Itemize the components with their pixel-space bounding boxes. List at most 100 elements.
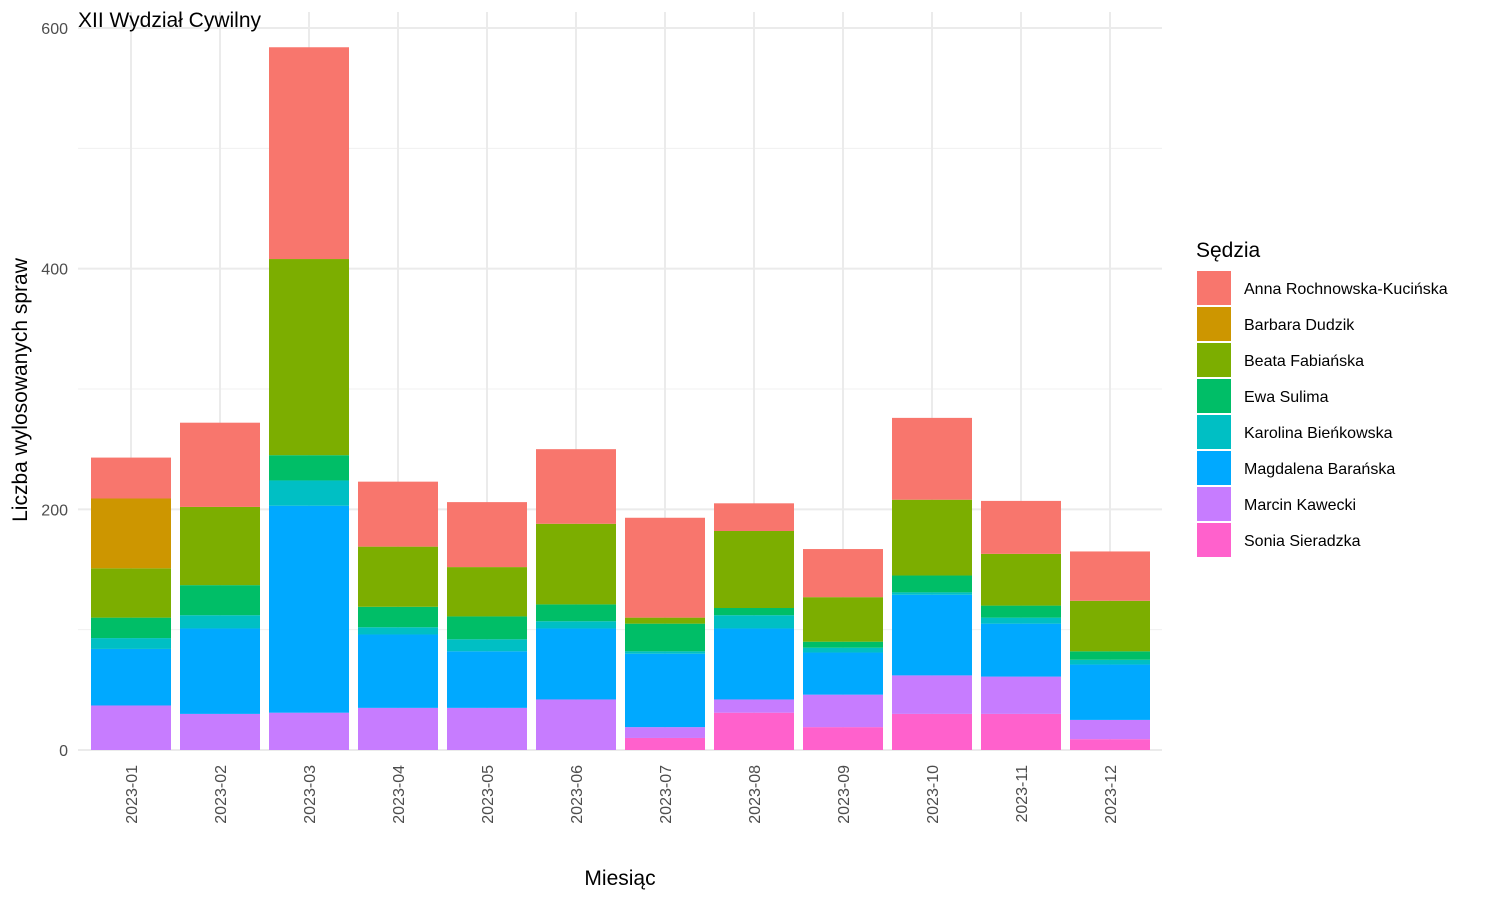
bar-segment [803, 694, 883, 728]
bar-segment [981, 617, 1061, 624]
legend-label: Marcin Kawecki [1244, 497, 1356, 514]
bar-segment [447, 639, 527, 652]
bar-segment [180, 506, 260, 586]
x-tick-label: 2023-09 [836, 765, 853, 824]
bar-segment [91, 498, 171, 569]
legend-swatch [1197, 523, 1231, 557]
bar-segment [714, 503, 794, 531]
bar-segment [803, 647, 883, 653]
y-tick-label: 600 [41, 21, 68, 38]
bar-segment [269, 505, 349, 713]
bar-segment [981, 605, 1061, 618]
x-tick-label: 2023-02 [213, 765, 230, 824]
x-tick-label: 2023-11 [1014, 765, 1031, 823]
x-tick-label: 2023-06 [569, 765, 586, 824]
bar-segment [892, 575, 972, 593]
bar-segment [981, 713, 1061, 750]
legend: Sędzia Anna Rochnowska-Kucińska Barbara D… [1196, 239, 1448, 557]
bar-segment [358, 546, 438, 607]
bar-segment [358, 481, 438, 547]
bar-segment [180, 422, 260, 507]
bar-segment [91, 568, 171, 618]
bar-segment [269, 259, 349, 456]
axis-layer: 0 200 400 600 2023-01 2023-02 2023-03 2023-04 20… [41, 21, 1120, 824]
bar-segment [981, 623, 1061, 677]
bar-segment [180, 713, 260, 750]
bar-segment [625, 727, 705, 738]
bar-segment [892, 675, 972, 714]
bar-segment [91, 638, 171, 649]
bar-segment [536, 604, 616, 622]
x-tick-label: 2023-12 [1103, 765, 1120, 824]
bar-segment [981, 553, 1061, 606]
x-tick-label: 2023-10 [925, 765, 942, 824]
legend-label: Sonia Sieradzka [1244, 533, 1361, 550]
bar-segment [358, 627, 438, 635]
legend-swatch [1197, 451, 1231, 485]
bars-layer [91, 47, 1150, 750]
bar-segment [536, 628, 616, 700]
bar-segment [447, 707, 527, 750]
legend-swatch [1197, 415, 1231, 449]
bar-segment [625, 617, 705, 624]
legend-swatch [1197, 487, 1231, 521]
y-tick-label: 400 [41, 262, 68, 279]
bar-segment [981, 500, 1061, 554]
bar-segment [447, 651, 527, 708]
bar-segment [91, 705, 171, 750]
bar-segment [714, 615, 794, 629]
bar-segment [714, 699, 794, 713]
bar-segment [892, 594, 972, 676]
bar-segment [981, 676, 1061, 714]
bar-segment [1070, 551, 1150, 601]
legend-swatch [1197, 271, 1231, 305]
bar-segment [180, 585, 260, 616]
legend-swatch [1197, 379, 1231, 413]
bar-segment [269, 47, 349, 260]
bar-segment [803, 727, 883, 750]
bar-segment [892, 417, 972, 500]
bar-segment [714, 608, 794, 616]
bar-segment [892, 713, 972, 750]
bar-segment [536, 699, 616, 750]
bar-segment [180, 615, 260, 629]
x-axis-title: Miesiąc [584, 867, 655, 890]
bar-segment [803, 652, 883, 695]
bar-segment [1070, 664, 1150, 720]
legend-label: Anna Rochnowska-Kucińska [1244, 281, 1448, 298]
chart-title: XII Wydział Cywilny [78, 9, 262, 32]
bar-segment [625, 653, 705, 728]
legend-label: Magdalena Barańska [1244, 461, 1395, 478]
bar-segment [91, 617, 171, 639]
x-tick-label: 2023-01 [124, 765, 141, 824]
bar-segment [625, 517, 705, 618]
bar-segment [625, 651, 705, 654]
bar-segment [269, 712, 349, 750]
legend-swatch [1197, 343, 1231, 377]
legend-title: Sędzia [1196, 239, 1261, 262]
bar-segment [447, 616, 527, 640]
legend-label: Ewa Sulima [1244, 389, 1329, 406]
legend-label: Beata Fabiańska [1244, 353, 1364, 370]
bar-segment [714, 628, 794, 700]
x-tick-label: 2023-04 [391, 765, 408, 824]
bar-segment [803, 641, 883, 648]
x-tick-label: 2023-03 [302, 765, 319, 824]
bar-segment [358, 606, 438, 628]
bar-segment [1070, 739, 1150, 750]
x-tick-label: 2023-05 [480, 765, 497, 824]
x-tick-label: 2023-07 [658, 765, 675, 824]
bar-segment [803, 549, 883, 598]
bar-segment [269, 455, 349, 481]
bar-segment [714, 712, 794, 750]
legend-label: Barbara Dudzik [1244, 317, 1355, 334]
bar-segment [536, 523, 616, 605]
bar-segment [625, 623, 705, 652]
legend-swatch [1197, 307, 1231, 341]
y-tick-label: 0 [59, 743, 68, 760]
bar-segment [447, 567, 527, 617]
bar-segment [1070, 651, 1150, 660]
bar-segment [1070, 600, 1150, 652]
bar-segment [892, 592, 972, 595]
